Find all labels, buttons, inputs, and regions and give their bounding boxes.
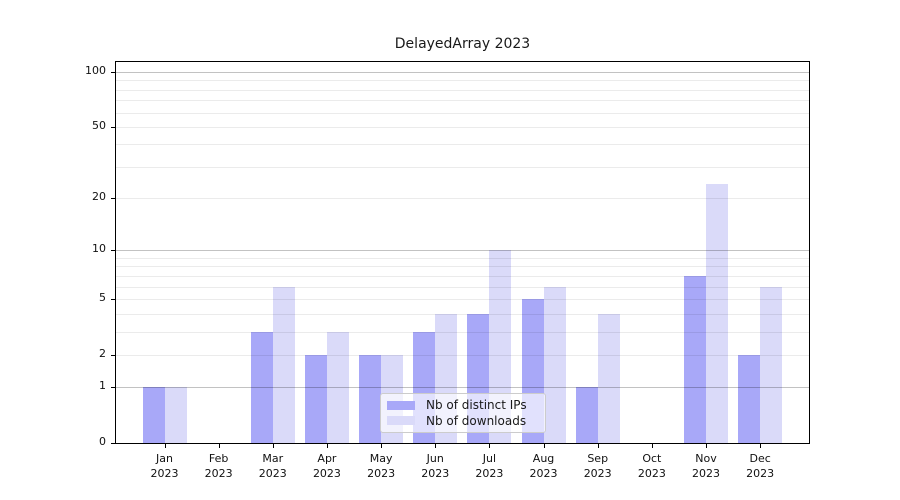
bar-distinct-ips-mar (250, 331, 273, 443)
legend: Nb of distinct IPs Nb of downloads (380, 393, 546, 433)
x-tick-mark (706, 444, 707, 448)
gridline-major (116, 387, 809, 389)
gridline-minor (116, 298, 809, 300)
bar-downloads-dec (760, 286, 783, 443)
legend-swatch-downloads-icon (387, 416, 415, 426)
gridline-major (116, 72, 809, 73)
plot-area (115, 61, 810, 444)
y-tick-label: 10 (92, 242, 106, 256)
x-tick-mark (381, 444, 383, 448)
y-tick-label: 50 (92, 118, 106, 132)
gridline-minor (116, 257, 809, 259)
x-tick-mark (597, 444, 599, 448)
x-tick-label: Sep 2023 (583, 452, 612, 480)
bar-distinct-ips-nov (684, 275, 706, 443)
legend-item-downloads: Nb of downloads (387, 414, 537, 428)
chart-title: DelayedArray 2023 (394, 36, 531, 52)
bar-downloads-mar (272, 286, 295, 443)
bar-distinct-ips-sep (575, 387, 598, 443)
bar-downloads-jan (164, 387, 187, 443)
bar-downloads-sep (597, 313, 620, 443)
x-tick-label: Jul 2023 (475, 452, 504, 480)
gridline-minor (116, 313, 809, 315)
x-tick-label: Aug 2023 (529, 452, 558, 480)
x-tick-label: Jun 2023 (421, 452, 450, 480)
x-tick-label: Nov 2023 (692, 452, 720, 480)
gridline-minor (116, 166, 809, 168)
gridline-minor (116, 89, 809, 91)
x-tick-label: Oct 2023 (637, 452, 666, 480)
bar-downloads-apr (326, 331, 349, 443)
gridline-minor (116, 126, 809, 128)
x-tick-mark (164, 444, 166, 448)
gridline-minor (116, 286, 809, 288)
y-tick-label: 5 (99, 290, 106, 304)
bar-downloads-nov (706, 184, 728, 443)
bar-distinct-ips-apr (304, 354, 327, 443)
x-tick-label: Feb 2023 (204, 452, 233, 480)
y-tick-label: 1 (99, 379, 106, 393)
gridline-minor (116, 80, 809, 82)
y-tick-label: 0 (99, 435, 106, 448)
bar-downloads-aug (543, 286, 566, 443)
gridline-minor (116, 112, 809, 114)
gridline-minor (116, 266, 809, 268)
x-tick-mark (326, 444, 328, 448)
x-tick-label: Mar 2023 (258, 452, 287, 480)
legend-swatch-distinct-ips-icon (387, 400, 415, 410)
plot-inner (116, 62, 809, 443)
gridline-minor (116, 275, 809, 277)
bar-distinct-ips-jan (142, 387, 165, 443)
x-tick-label: Dec 2023 (746, 452, 775, 480)
x-tick-mark (651, 444, 653, 448)
legend-label-distinct-ips: Nb of distinct IPs (426, 398, 527, 413)
legend-label-downloads: Nb of downloads (426, 413, 527, 428)
x-tick-mark (272, 444, 274, 448)
gridline-major (116, 250, 809, 252)
gridline-minor (116, 100, 809, 102)
y-tick-label: 2 (99, 346, 106, 360)
x-tick-mark (543, 444, 545, 448)
x-tick-label: May 2023 (367, 452, 396, 480)
y-tick-label: 100 (85, 64, 106, 77)
bar-distinct-ips-may (359, 354, 382, 443)
x-tick-mark (218, 444, 220, 448)
gridline-minor (116, 331, 809, 333)
x-tick-label: Jan 2023 (150, 452, 179, 480)
bar-distinct-ips-dec (738, 354, 761, 443)
y-tick-label: 20 (92, 190, 106, 204)
gridline-minor (116, 354, 809, 356)
x-tick-mark (760, 444, 762, 448)
x-tick-mark (435, 444, 437, 448)
gridline-minor (116, 198, 809, 200)
x-tick-label: Apr 2023 (312, 452, 341, 480)
x-tick-mark (489, 444, 491, 448)
legend-item-distinct-ips: Nb of distinct IPs (387, 398, 537, 412)
gridline-minor (116, 144, 809, 146)
